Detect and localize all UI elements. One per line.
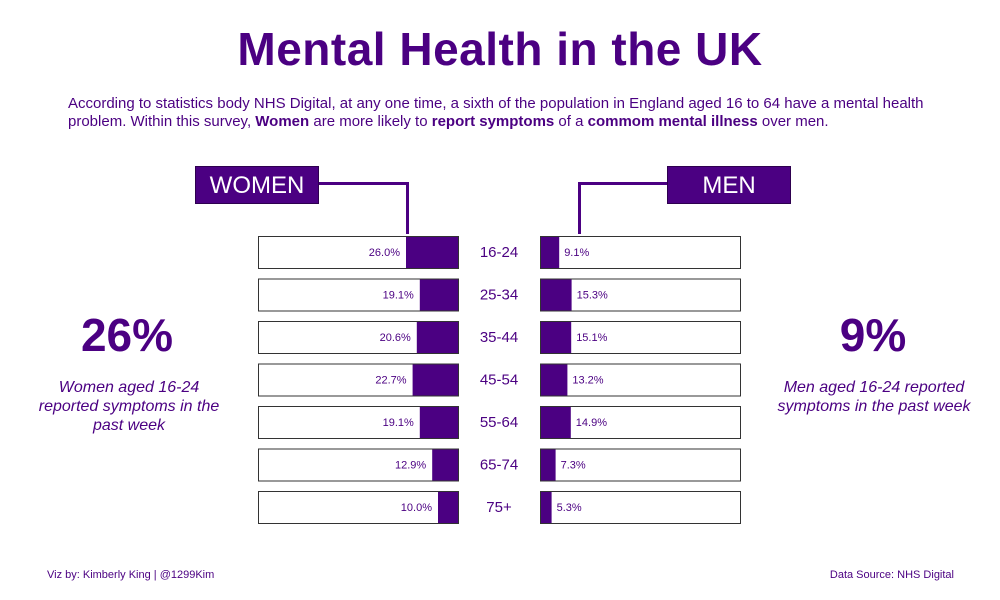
age-group-label: 16-24 [480, 244, 518, 261]
women-bar-label: 19.1% [383, 290, 414, 302]
men-stat-caption: Men aged 16-24 reported symptoms in the … [777, 379, 971, 415]
intro-text-part: According to statistics body NHS Digital… [68, 95, 924, 130]
age-group-label: 35-44 [480, 329, 518, 346]
women-bar-frame [258, 491, 459, 524]
women-bar-label: 26.0% [369, 247, 400, 259]
men-bar-frame [540, 321, 741, 354]
intro-text-part: of a [554, 113, 588, 130]
women-bar [416, 322, 458, 353]
women-bar [432, 449, 458, 481]
women-big-stat: 26% [80, 309, 174, 361]
women-bar [419, 279, 458, 311]
intro-text: According to statistics body NHS Digital… [68, 95, 948, 131]
women-bar [438, 492, 458, 523]
age-group-label: 25-34 [480, 287, 518, 304]
men-bar-label: 15.3% [577, 290, 608, 302]
men-bar-label: 13.2% [572, 375, 603, 387]
men-bar-label: 15.1% [576, 332, 607, 344]
women-bar [412, 364, 458, 396]
men-bar [541, 237, 560, 268]
men-bar-frame [540, 278, 741, 312]
intro-emphasis-report: report symptoms [431, 113, 555, 130]
men-bar [541, 364, 568, 396]
men-bar [541, 279, 572, 311]
men-bar-label: 7.3% [561, 460, 586, 472]
men-bar-frame [540, 363, 741, 397]
men-bar [541, 449, 556, 481]
age-group-label: 65-74 [480, 457, 518, 474]
women-bar-frame [258, 448, 459, 482]
footer-source: Data Source: NHS Digital [829, 569, 954, 581]
age-group-label: 55-64 [480, 414, 518, 431]
women-connector-horizontal [319, 182, 408, 185]
men-bar-label: 9.1% [564, 247, 589, 259]
women-bar-label: 12.9% [395, 460, 426, 472]
women-bar-label: 10.0% [401, 502, 432, 514]
women-bar [406, 237, 458, 268]
men-bar-label: 14.9% [576, 417, 607, 429]
men-bar-frame [540, 236, 741, 269]
men-bar-label: 5.3% [557, 502, 582, 514]
men-bar [541, 407, 571, 438]
women-connector-vertical [406, 182, 409, 234]
footer-credit: Viz by: Kimberly King | @1299Kim [47, 569, 215, 581]
women-stat-caption: Women aged 16-24 reported symptoms in th… [38, 379, 220, 434]
men-bar [541, 492, 552, 523]
men-bar [541, 322, 572, 353]
men-label: MEN [667, 166, 791, 204]
intro-text-part: over men. [757, 113, 829, 130]
women-bar [419, 407, 458, 438]
intro-text-part: are more likely to [309, 113, 432, 130]
men-bar-frame [540, 406, 741, 439]
intro-emphasis-illness: commom mental illness [587, 113, 758, 130]
women-bar-label: 19.1% [383, 417, 414, 429]
women-label: WOMEN [195, 166, 319, 204]
men-big-stat: 9% [839, 309, 907, 361]
page-title: Mental Health in the UK [237, 23, 763, 75]
men-connector-vertical [578, 182, 581, 234]
women-bar-label: 22.7% [375, 375, 406, 387]
men-bar-frame [540, 448, 741, 482]
age-group-label: 45-54 [480, 372, 518, 389]
age-group-label: 75+ [486, 499, 512, 516]
intro-emphasis-women: Women [255, 113, 310, 130]
men-connector-horizontal [578, 182, 667, 185]
women-bar-label: 20.6% [380, 332, 411, 344]
men-bar-frame [540, 491, 741, 524]
